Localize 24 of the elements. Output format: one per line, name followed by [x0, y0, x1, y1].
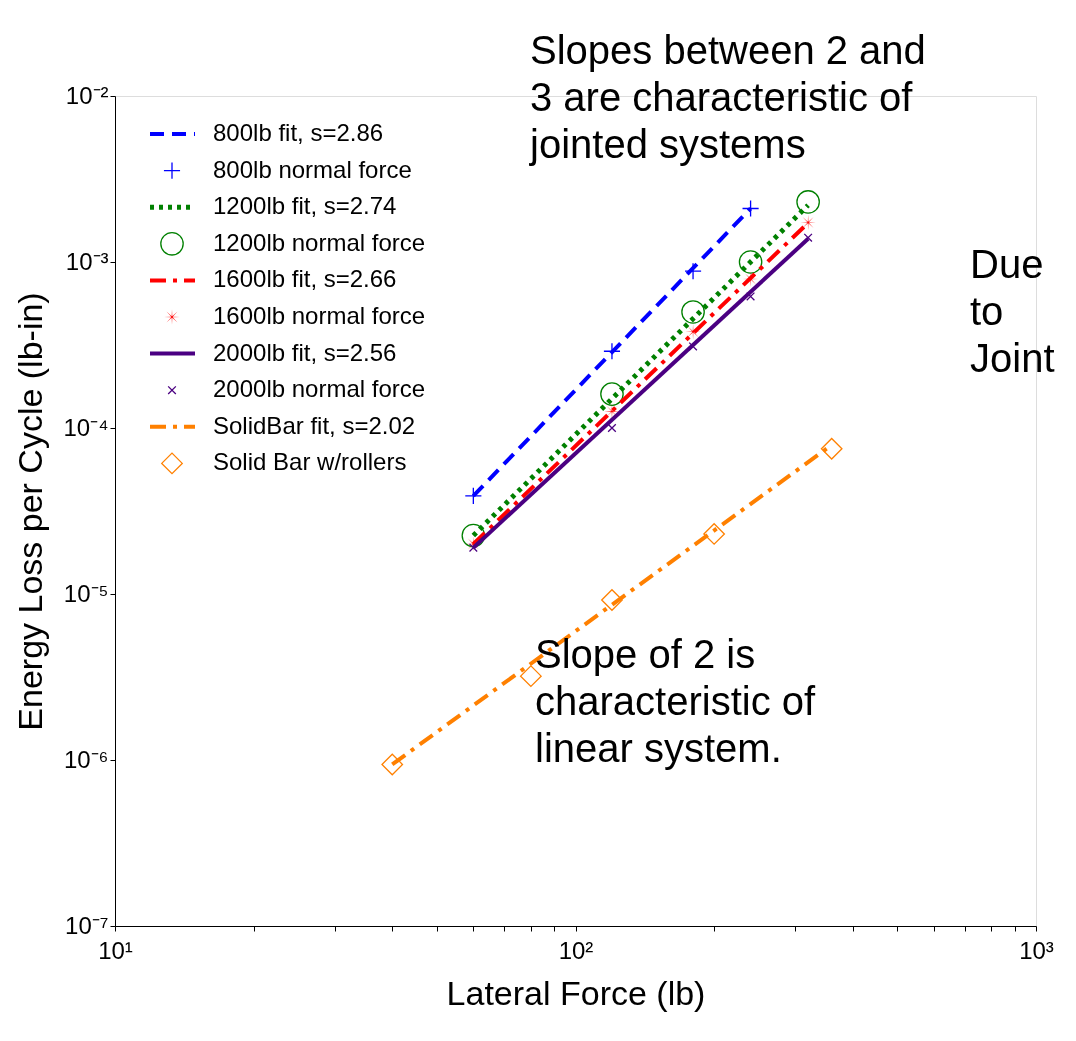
- annotation: Due to Joint: [970, 242, 1055, 380]
- x-axis-title: Lateral Force (lb): [446, 973, 706, 1012]
- x-tick-label: 10¹: [98, 936, 133, 964]
- legend-label: 2000lb normal force: [213, 375, 426, 403]
- x-tick-label: 10³: [1019, 936, 1054, 964]
- x-tick-label: 10²: [558, 936, 594, 964]
- y-tick-label: 10⁻⁶: [63, 745, 109, 773]
- y-tick-label: 10⁻³: [65, 247, 109, 275]
- y-axis-title: Energy Loss per Cycle (lb-in): [11, 292, 50, 731]
- legend-label: 1600lb normal force: [213, 302, 426, 329]
- y-tick-label: 10⁻²: [65, 81, 109, 109]
- legend-label: 2000lb fit, s=2.56: [213, 338, 397, 366]
- legend-label: 1600lb fit, s=2.66: [213, 265, 397, 293]
- legend-label: 1200lb fit, s=2.74: [213, 192, 397, 220]
- annotation: Slopes between 2 and 3 are characteristic of jointed systems: [529, 28, 926, 166]
- legend-label: 1200lb normal force: [213, 228, 426, 256]
- legend-label: 800lb fit, s=2.86: [213, 119, 384, 146]
- y-tick-label: 10⁻⁷: [65, 911, 109, 939]
- legend-label: SolidBar fit, s=2.02: [213, 411, 416, 439]
- annotation: Slope of 2 is characteristic of linear system.: [535, 632, 816, 770]
- y-tick-label: 10⁻⁴: [63, 413, 109, 441]
- y-tick-label: 10⁻⁵: [63, 579, 109, 607]
- legend-label: 800lb normal force: [213, 155, 412, 183]
- legend-label: Solid Bar w/rollers: [213, 448, 407, 476]
